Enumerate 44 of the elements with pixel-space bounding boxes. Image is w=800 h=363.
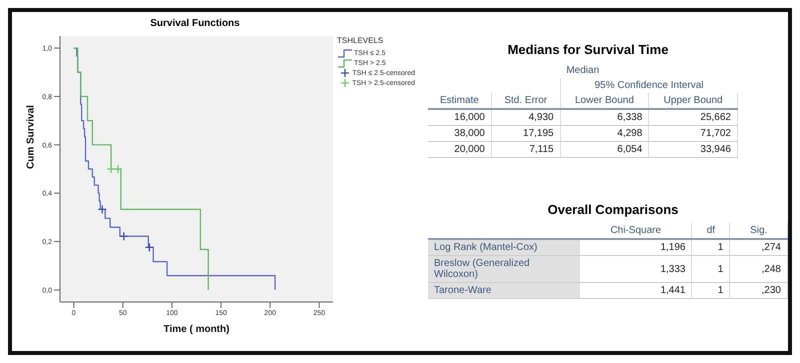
text: 71,702 — [700, 128, 731, 139]
text: 1 — [718, 264, 724, 274]
text: 6,054 — [617, 144, 642, 155]
text: ,248 — [762, 264, 781, 274]
text: 4,930 — [528, 112, 554, 123]
text: 1,441 — [660, 285, 686, 296]
text: 1 — [718, 242, 724, 253]
text: 4,298 — [617, 128, 642, 139]
category-label: Log Rank (Mantel-Cox) — [434, 242, 538, 253]
text: 7,115 — [529, 144, 554, 155]
text: Medians for Survival Time — [506, 42, 670, 57]
category-label: Lower Bound — [560, 93, 649, 109]
text: 1,333 — [660, 264, 686, 274]
legend-title: TSHLEVELS — [337, 36, 384, 45]
text: 38,000 — [454, 128, 485, 139]
text: 16,000 — [454, 112, 485, 123]
point — [106, 164, 116, 174]
text: 95% Confidence Interval — [594, 79, 705, 93]
category-label: Breslow (Generalized Wilcoxon) — [434, 258, 530, 280]
text: ,274 — [762, 242, 781, 253]
text: 20,000 — [454, 144, 485, 155]
category-label: Estimate — [428, 93, 492, 109]
text: 33,946 — [700, 144, 731, 155]
category-label: df — [692, 223, 730, 239]
chart-title: Survival Functions — [149, 18, 241, 29]
text: 17,195 — [523, 128, 554, 139]
category-label: Sig. — [730, 223, 788, 239]
text: 6,338 — [617, 112, 642, 123]
text: 1 — [718, 285, 724, 296]
point — [119, 232, 128, 241]
x-axis-title: Time ( month) — [164, 324, 230, 335]
category-label: Tarone-Ware — [434, 285, 492, 296]
text: Median — [565, 64, 600, 78]
text: 1,196 — [660, 242, 686, 253]
y-axis-title: Cum Survival — [26, 104, 37, 169]
point — [98, 204, 107, 214]
category-label: Chi-Square — [580, 223, 692, 239]
text: ,230 — [762, 285, 781, 296]
text: Overall Comparisons — [546, 202, 680, 217]
category-label: Std. Error — [491, 93, 560, 109]
text: 25,662 — [700, 112, 731, 123]
point — [144, 242, 154, 252]
point — [113, 164, 123, 174]
category-label: Upper Bound — [648, 93, 738, 109]
